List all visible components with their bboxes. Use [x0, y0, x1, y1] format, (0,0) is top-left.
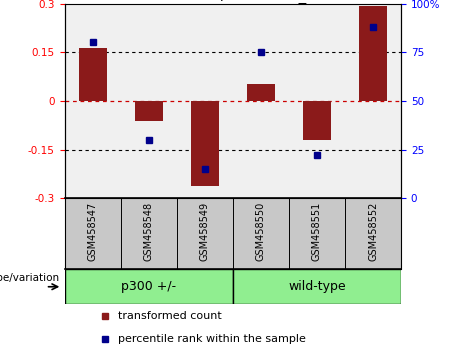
Text: GSM458548: GSM458548 — [144, 202, 154, 261]
Text: p300 +/-: p300 +/- — [121, 280, 176, 293]
Bar — [233, 269, 401, 304]
Text: GSM458552: GSM458552 — [368, 202, 378, 261]
Text: percentile rank within the sample: percentile rank within the sample — [118, 334, 306, 344]
Text: GSM458550: GSM458550 — [256, 202, 266, 261]
Bar — [359, 6, 387, 101]
Bar — [135, 101, 163, 121]
Bar — [78, 48, 106, 101]
Bar — [303, 101, 331, 141]
Text: GSM458551: GSM458551 — [312, 202, 322, 261]
Title: GDS3598 / 1441983_at: GDS3598 / 1441983_at — [144, 0, 322, 4]
Text: wild-type: wild-type — [288, 280, 346, 293]
Text: GSM458549: GSM458549 — [200, 202, 210, 261]
Bar — [65, 269, 233, 304]
Bar — [191, 101, 219, 186]
Text: transformed count: transformed count — [118, 311, 222, 321]
Bar — [247, 84, 275, 101]
Text: GSM458547: GSM458547 — [88, 202, 98, 261]
Text: genotype/variation: genotype/variation — [0, 273, 60, 283]
